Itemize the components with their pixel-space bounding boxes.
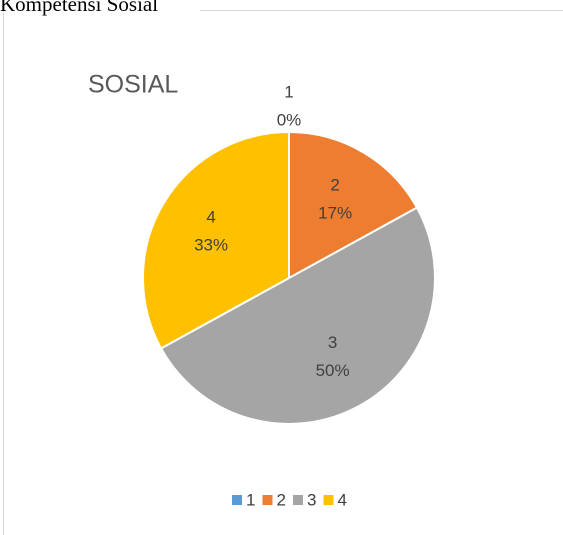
- data-label-category: 3: [328, 333, 337, 352]
- data-label-category: 4: [206, 207, 215, 226]
- legend-swatch: [323, 495, 334, 505]
- pie-slice: [159, 206, 436, 425]
- heading: Kompetensi Sosial: [0, 0, 158, 16]
- chart-title: SOSIAL: [88, 71, 178, 99]
- legend-label: 3: [307, 490, 316, 509]
- legend-swatch: [232, 495, 242, 505]
- legend-label: 1: [246, 490, 255, 509]
- data-label-value: 0%: [277, 110, 302, 129]
- legend-swatch: [262, 495, 273, 505]
- pie-slice: [142, 130, 290, 350]
- legend-swatch: [293, 495, 303, 505]
- pie-slice: [288, 130, 419, 280]
- data-label-category: 1: [284, 82, 293, 101]
- data-label-value: 17%: [318, 204, 352, 223]
- legend-label: 4: [338, 490, 347, 509]
- data-label-value: 50%: [316, 361, 350, 380]
- data-label-value: 33%: [194, 235, 228, 254]
- legend-label: 2: [277, 490, 286, 509]
- data-label-category: 2: [330, 176, 339, 195]
